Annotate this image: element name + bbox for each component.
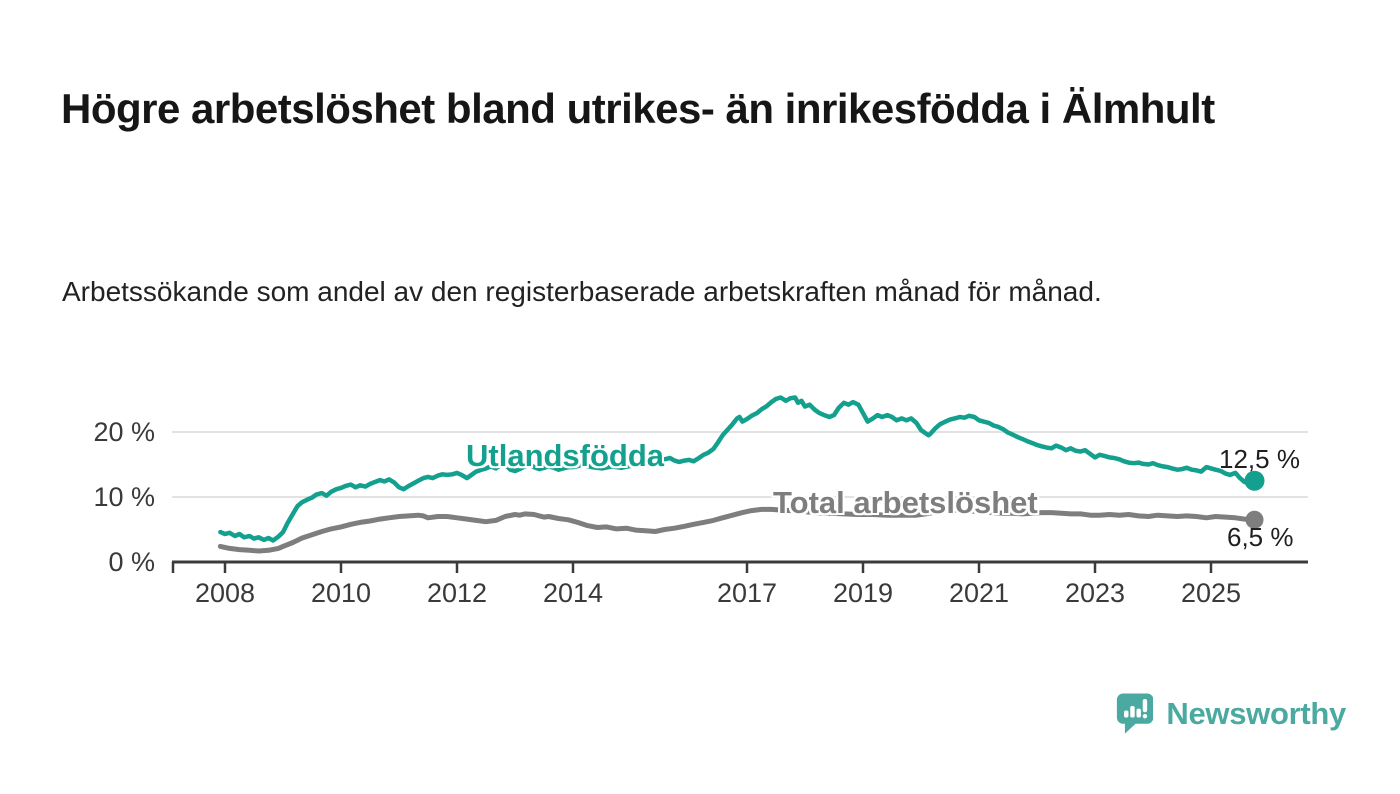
y-tick-label: 20 %: [93, 417, 155, 447]
x-tick-label: 2012: [426, 578, 488, 608]
x-tick-label: 2025: [1180, 578, 1242, 608]
chart-subtitle: Arbetssökande som andel av den registerb…: [62, 276, 1102, 307]
x-tick-label: 2010: [310, 578, 372, 608]
series-end-dot: [1244, 470, 1265, 491]
x-tick-label: 2014: [542, 578, 604, 608]
branding-footer: Newsworthy: [1116, 689, 1346, 739]
newsworthy-logo-icon: [1116, 693, 1154, 734]
x-tick-label: 2017: [716, 578, 778, 608]
series-label-utlandsfodda: Utlandsfödda: [466, 438, 665, 473]
y-tick-label: 10 %: [93, 482, 155, 512]
page-title: Högre arbetslöshet bland utrikes- än inr…: [61, 85, 1215, 133]
x-tick-label: 2023: [1064, 578, 1126, 608]
series-line-utlandsfodda: [218, 395, 1257, 543]
end-value-label-total: 6,5 %: [1227, 522, 1294, 552]
logo-text: Newsworthy: [1166, 696, 1346, 731]
series-label-total-arbetsloshet: Total arbetslöshet: [773, 485, 1038, 520]
x-tick-label: 2019: [832, 578, 894, 608]
series-end-dot: [1245, 510, 1264, 529]
series-line-total: [217, 506, 1257, 554]
x-tick-label: 2021: [948, 578, 1010, 608]
x-tick-label: 2008: [194, 578, 256, 608]
end-value-label-utlandsfodda: 12,5 %: [1219, 444, 1300, 474]
y-tick-label: 0 %: [108, 547, 155, 577]
